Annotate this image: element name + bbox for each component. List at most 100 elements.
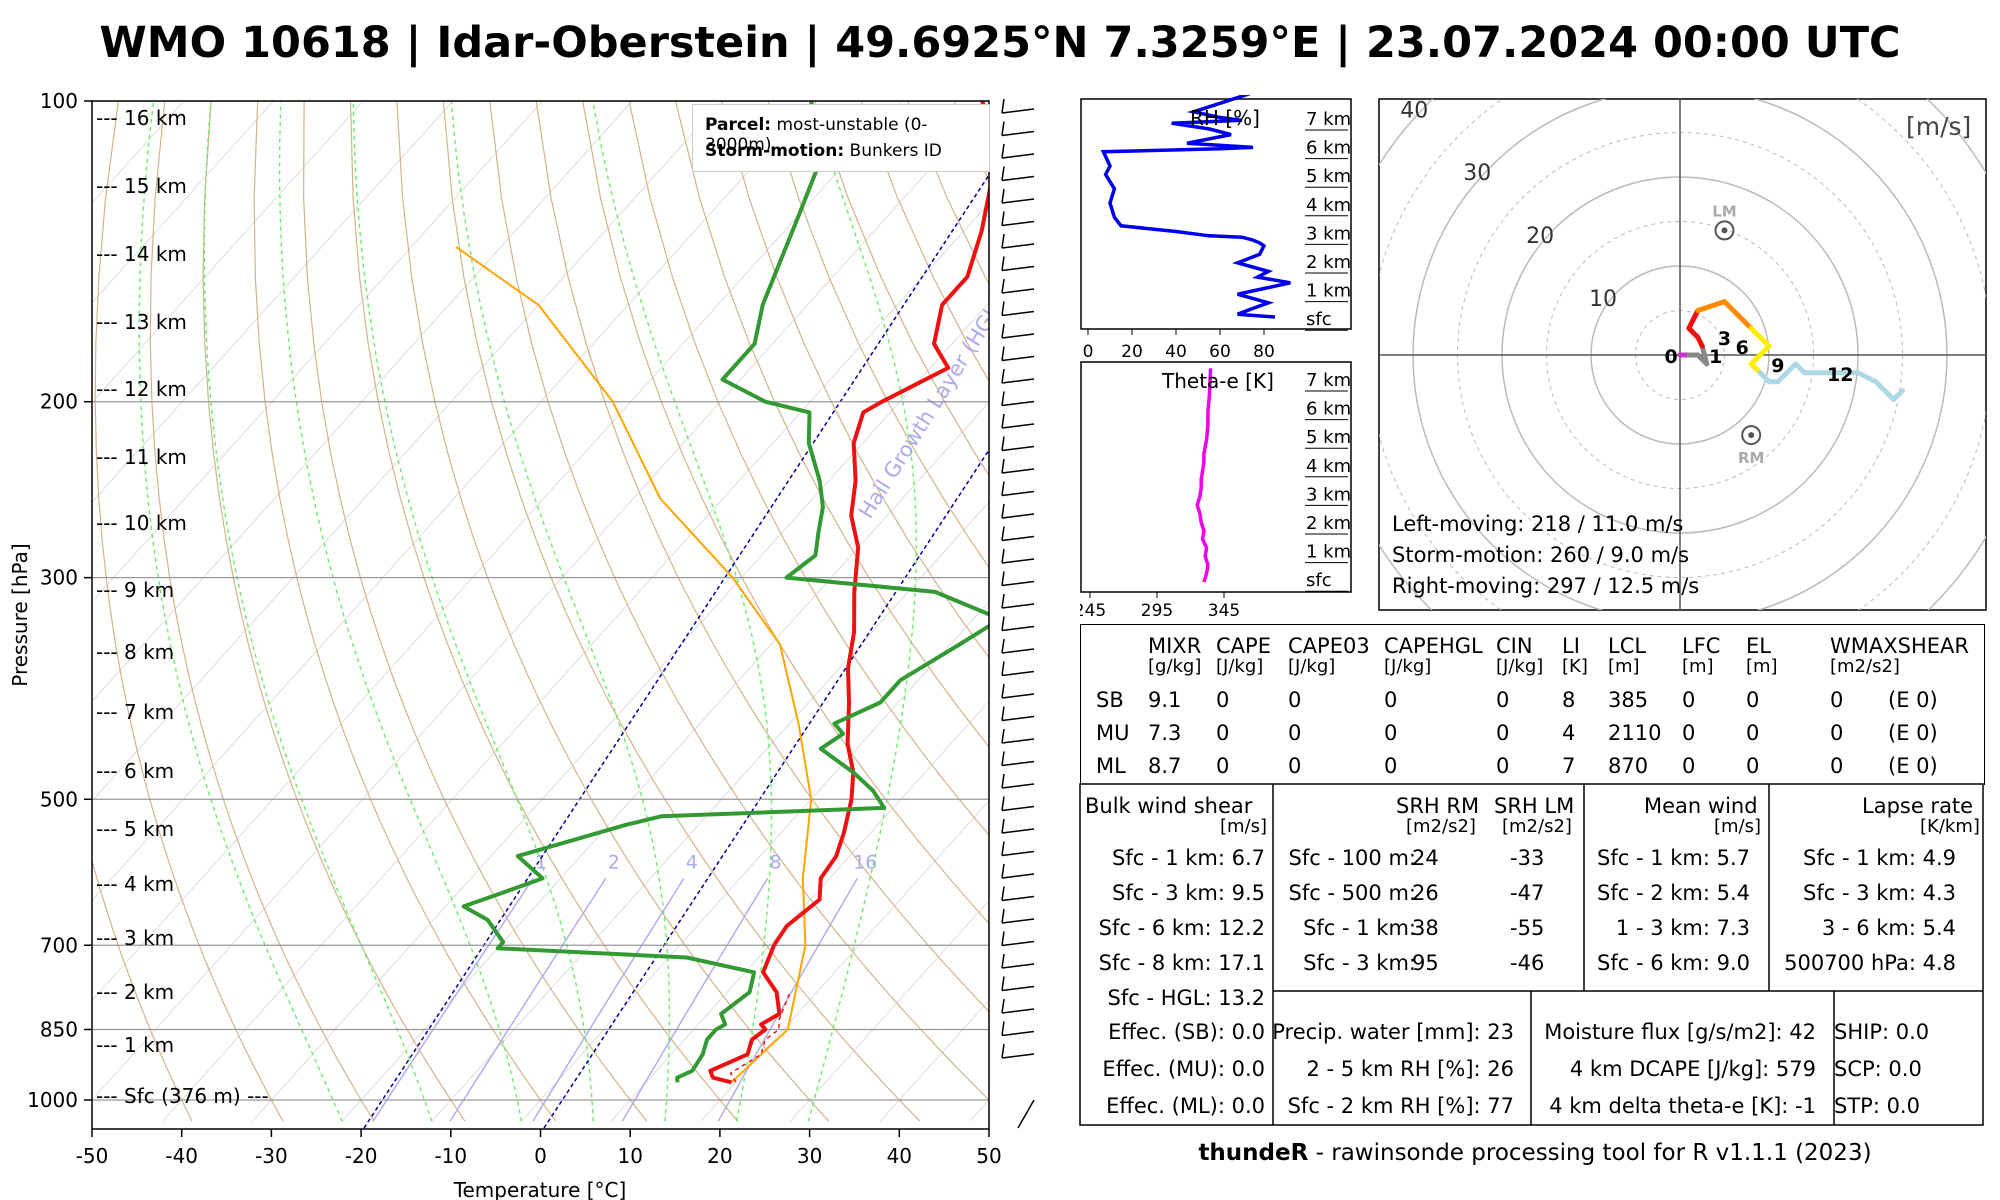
index-row: STP: 0.0	[1834, 1094, 1920, 1118]
lapse-rate-units: [K/km]	[1920, 816, 1980, 837]
wind-barb-flag	[1001, 413, 1005, 429]
wind-barb	[1001, 130, 1035, 137]
footer: thundeR - rawinsonde processing tool for…	[1085, 1140, 1985, 1166]
param-value: 0	[1830, 754, 1844, 778]
moist-adiabat	[807, 101, 918, 1122]
dry-adiabat	[582, 101, 989, 925]
height-label: --- 16 km	[96, 106, 187, 130]
srh-row-label: Sfc - 500 m:	[1288, 881, 1417, 905]
rh-x-tick-label: 80	[1253, 342, 1275, 362]
dry-adiabat	[253, 101, 557, 1122]
hodo-segment	[1699, 343, 1710, 367]
param-value: 9.1	[1148, 688, 1182, 712]
wind-barb	[1001, 445, 1035, 452]
param-unit: [J/kg]	[1496, 656, 1544, 677]
skewt-legend: Parcel: most-unstable (0-3000m) Storm-mo…	[692, 104, 990, 172]
wind-barb-flag	[1001, 796, 1005, 811]
storm-motion-marker-dot	[1748, 432, 1755, 439]
theta-e-line	[1195, 368, 1213, 583]
height-label: --- 12 km	[96, 377, 187, 401]
wind-barb-flag	[1001, 751, 1005, 766]
wind-barb	[1001, 558, 1035, 564]
x-tick-label: 20	[707, 1144, 732, 1168]
param-header: CIN	[1496, 634, 1533, 658]
thetae-km-label: 2 km	[1306, 513, 1351, 534]
wind-barb	[1001, 535, 1035, 542]
rh-km-label: 4 km	[1306, 195, 1351, 216]
wind-barb	[1001, 828, 1035, 834]
wind-barb	[1001, 513, 1035, 519]
x-tick-label: -40	[165, 1144, 198, 1168]
wind-barb-flag	[1001, 548, 1005, 564]
legend-storm-key: Storm-motion:	[705, 141, 845, 161]
wind-barb-flag	[1001, 998, 1005, 1014]
mean-wind-row: 1 - 3 km: 7.3	[1615, 916, 1750, 940]
p-tick-label: 500	[40, 787, 78, 811]
p-tick-label: 100	[40, 89, 78, 113]
rh-km-label: 5 km	[1306, 166, 1351, 187]
param-value: 0	[1216, 688, 1230, 712]
mixing-ratio-label: 2	[608, 851, 620, 873]
virtual-temp-profile	[729, 991, 791, 1083]
wind-barb	[1001, 873, 1035, 879]
dry-adiabat	[721, 101, 989, 659]
height-label: --- 3 km	[96, 926, 174, 950]
isotherm-line	[341, 401, 989, 1122]
wind-barb-flag	[1001, 706, 1005, 721]
param-value: 8	[1562, 688, 1576, 712]
param-value: 0	[1496, 688, 1510, 712]
param-value: 0	[1384, 754, 1398, 778]
wind-barb	[1017, 1099, 1035, 1129]
height-label: --- 11 km	[96, 445, 187, 469]
moisture-row: Sfc - 2 km RH [%]: 77	[1287, 1094, 1514, 1118]
srh-rm-value: 24	[1412, 846, 1439, 870]
wind-barb-flag	[1001, 593, 1005, 609]
param-header: MIXR	[1148, 634, 1202, 658]
wind-barb	[1001, 310, 1035, 317]
wind-barb-flag	[1001, 683, 1005, 699]
param-value: 0	[1746, 688, 1760, 712]
wind-barb	[1001, 265, 1035, 272]
thetae-x-tick-label: 345	[1208, 601, 1240, 621]
mixing-ratio-line	[532, 878, 685, 1122]
x-tick-label: 40	[887, 1144, 912, 1168]
dry-adiabat	[628, 101, 989, 836]
isotherm-line	[251, 301, 989, 1122]
param-value: (E 0)	[1888, 721, 1938, 745]
mixing-ratio-label: 4	[686, 851, 698, 873]
lapse-rate-row: Sfc - 1 km: 4.9	[1803, 846, 1956, 870]
wind-barb-flag	[1001, 661, 1005, 676]
dry-adiabat	[489, 101, 989, 1101]
hodo-segment	[1748, 343, 1772, 367]
legend-storm-val: Bunkers ID	[849, 141, 942, 161]
param-value: 0	[1830, 721, 1844, 745]
wind-barb	[1001, 333, 1035, 339]
param-value: 0	[1746, 754, 1760, 778]
isotherm-line	[879, 999, 989, 1122]
mixing-ratio-line	[621, 878, 769, 1122]
height-label: --- 4 km	[96, 872, 174, 896]
hodo-height-label: 0	[1664, 346, 1677, 368]
hodo-segment	[1730, 308, 1754, 331]
wind-barb	[1001, 1030, 1035, 1037]
param-value: 4	[1562, 721, 1576, 745]
hodo-height-label: 1	[1709, 346, 1722, 368]
dry-adiabat	[349, 101, 739, 1122]
bulk-shear-units: [m/s]	[1220, 816, 1268, 837]
legend-parcel-key: Parcel:	[705, 115, 772, 135]
theta-e-panel: 245 295 345 Theta-e [K] 7 km 6 km 5 km 4 km 3 km…	[1080, 361, 1352, 621]
p-tick-label: 1000	[27, 1088, 78, 1112]
wind-barb-flag	[1001, 188, 1005, 204]
height-label: --- 1 km	[96, 1033, 174, 1057]
param-unit: [m]	[1746, 656, 1778, 677]
hodo-left-moving: Left-moving: 218 / 11.0 m/s	[1392, 512, 1684, 536]
storm-motion-marker-dot	[1721, 227, 1728, 234]
wind-barb-flag	[1001, 886, 1005, 901]
dry-adiabat	[202, 101, 466, 1122]
wind-barb-flag	[1001, 481, 1005, 496]
isotherm-line	[92, 101, 364, 404]
lapse-rate-row: 3 - 6 km: 5.4	[1821, 916, 1956, 940]
storm-motion-label: LM	[1712, 202, 1737, 220]
wind-barb	[1001, 963, 1035, 969]
wind-barb-flag	[1001, 436, 1005, 451]
